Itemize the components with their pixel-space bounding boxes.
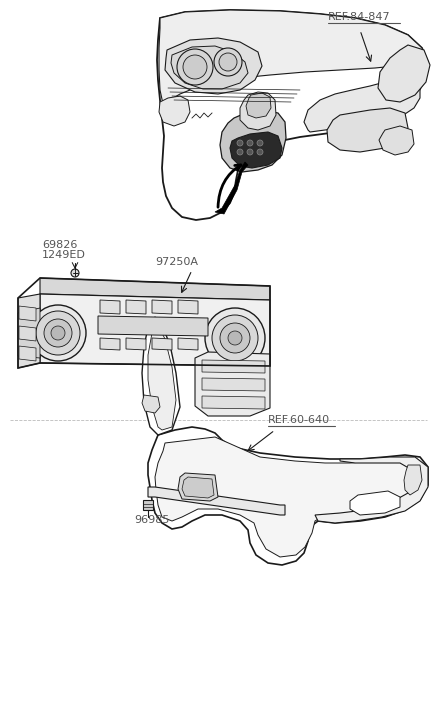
Polygon shape <box>19 326 36 341</box>
Text: 97250A: 97250A <box>155 257 198 267</box>
Circle shape <box>212 315 258 361</box>
Circle shape <box>237 140 243 146</box>
Circle shape <box>71 269 79 277</box>
Polygon shape <box>142 317 180 435</box>
Polygon shape <box>315 457 428 523</box>
Polygon shape <box>148 427 428 565</box>
Polygon shape <box>19 346 36 361</box>
Polygon shape <box>195 352 270 416</box>
Text: 1249ED: 1249ED <box>42 250 86 260</box>
Polygon shape <box>230 132 282 168</box>
Polygon shape <box>246 93 271 118</box>
Polygon shape <box>202 396 265 409</box>
Polygon shape <box>350 491 400 515</box>
Polygon shape <box>202 360 265 373</box>
Polygon shape <box>148 487 285 515</box>
Polygon shape <box>178 338 198 350</box>
Polygon shape <box>126 300 146 314</box>
Polygon shape <box>327 108 408 152</box>
Polygon shape <box>152 300 172 314</box>
Polygon shape <box>40 294 270 366</box>
Circle shape <box>237 149 243 155</box>
Polygon shape <box>215 162 248 214</box>
Circle shape <box>219 53 237 71</box>
Circle shape <box>257 149 263 155</box>
Polygon shape <box>148 325 176 430</box>
Polygon shape <box>182 477 214 498</box>
Circle shape <box>220 323 250 353</box>
Circle shape <box>247 149 253 155</box>
Polygon shape <box>18 308 40 358</box>
Polygon shape <box>202 378 265 391</box>
Polygon shape <box>159 10 425 104</box>
Circle shape <box>51 326 65 340</box>
Polygon shape <box>18 294 40 368</box>
Circle shape <box>247 140 253 146</box>
Circle shape <box>30 305 86 361</box>
Polygon shape <box>378 45 430 102</box>
Polygon shape <box>142 395 160 413</box>
Polygon shape <box>100 300 120 314</box>
Polygon shape <box>157 10 428 220</box>
Polygon shape <box>240 92 276 130</box>
Circle shape <box>177 49 213 85</box>
Polygon shape <box>98 316 208 336</box>
Text: 69826: 69826 <box>42 240 77 250</box>
Polygon shape <box>126 338 146 350</box>
Polygon shape <box>152 338 172 350</box>
Polygon shape <box>19 306 36 321</box>
Polygon shape <box>40 278 270 300</box>
Circle shape <box>205 308 265 368</box>
Polygon shape <box>165 38 262 94</box>
Text: REF.60-640: REF.60-640 <box>268 415 330 425</box>
Circle shape <box>183 55 207 79</box>
Polygon shape <box>159 96 190 126</box>
Circle shape <box>228 331 242 345</box>
Text: 96985: 96985 <box>134 515 170 525</box>
Circle shape <box>36 311 80 355</box>
Polygon shape <box>220 110 286 172</box>
Text: REF.84-847: REF.84-847 <box>328 12 391 22</box>
Polygon shape <box>178 300 198 314</box>
Polygon shape <box>100 338 120 350</box>
Polygon shape <box>379 126 414 155</box>
Polygon shape <box>304 80 420 132</box>
Circle shape <box>257 140 263 146</box>
Polygon shape <box>404 465 422 495</box>
Polygon shape <box>171 46 248 89</box>
Polygon shape <box>143 500 153 510</box>
Circle shape <box>214 48 242 76</box>
Circle shape <box>44 319 72 347</box>
Polygon shape <box>178 473 218 501</box>
Polygon shape <box>155 437 420 557</box>
